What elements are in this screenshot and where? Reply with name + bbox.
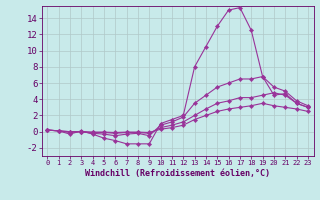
X-axis label: Windchill (Refroidissement éolien,°C): Windchill (Refroidissement éolien,°C): [85, 169, 270, 178]
